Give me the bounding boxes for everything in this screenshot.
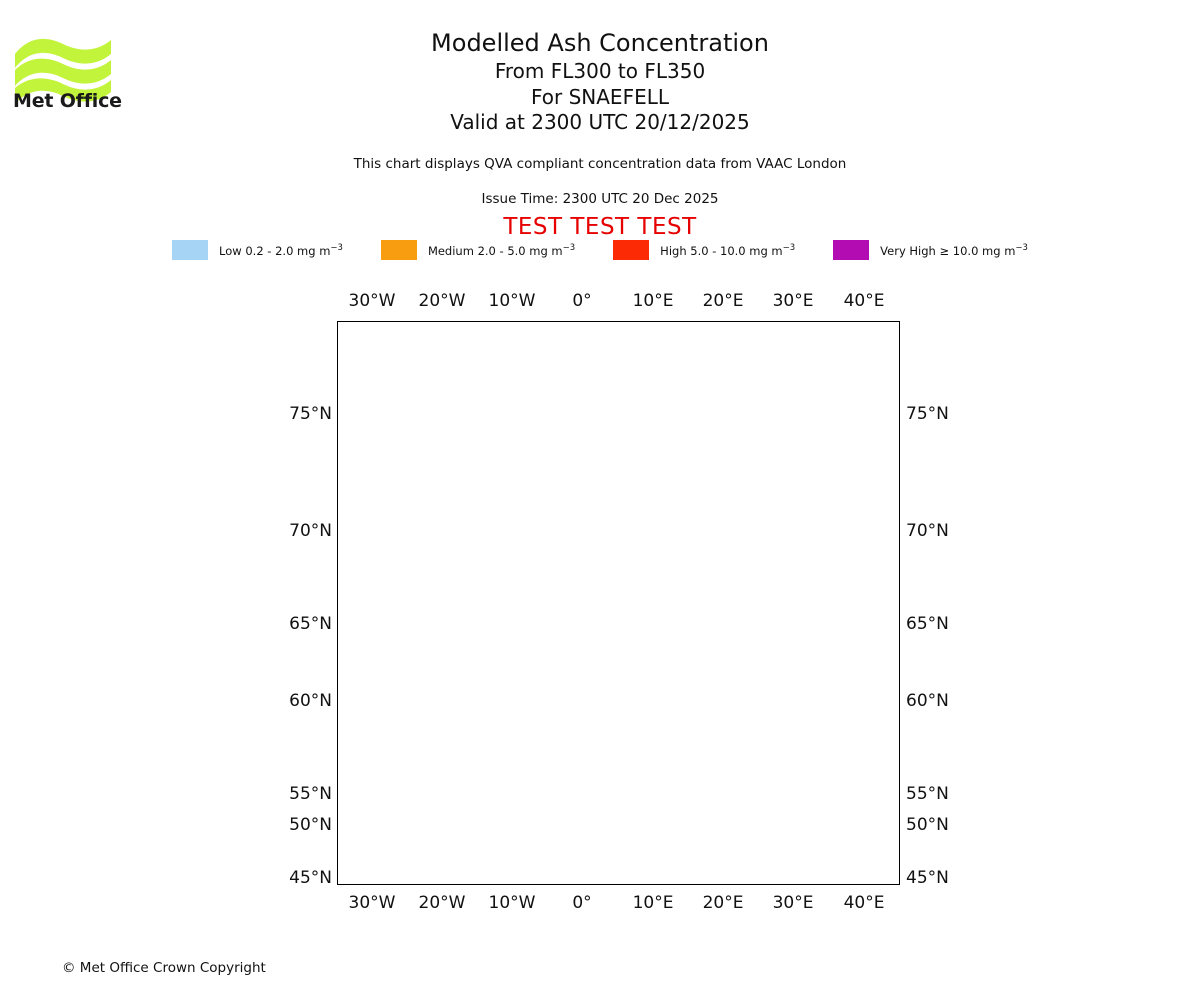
lon-tick-top-0: 30°W xyxy=(348,291,396,311)
lon-tick-top-6: 30°E xyxy=(772,291,814,311)
lon-tick-bottom-1: 20°W xyxy=(418,893,466,913)
longitude-axis-bottom: 30°W 20°W 10°W 0° 10°E 20°E 30°E 40°E xyxy=(337,893,900,917)
copyright-text: © Met Office Crown Copyright xyxy=(62,960,266,976)
lat-tick-right-3: 60°N xyxy=(906,691,949,711)
lat-tick-left-0: 75°N xyxy=(289,404,332,424)
lat-tick-left-5: 50°N xyxy=(289,815,332,835)
legend-high: High 5.0 - 10.0 mg m−3 xyxy=(613,240,795,260)
lon-tick-top-5: 20°E xyxy=(702,291,744,311)
lat-tick-left-6: 45°N xyxy=(289,868,332,888)
issue-time: Issue Time: 2300 UTC 20 Dec 2025 xyxy=(481,191,719,207)
test-banner: TEST TEST TEST xyxy=(503,214,697,240)
legend-swatch-high xyxy=(613,240,650,260)
logo-text: Met Office xyxy=(13,90,122,112)
legend-label-very-high: Very High ≥ 10.0 mg m−3 xyxy=(880,242,1028,258)
lat-tick-right-0: 75°N xyxy=(906,404,949,424)
legend-medium: Medium 2.0 - 5.0 mg m−3 xyxy=(380,240,576,260)
met-office-wave-logo xyxy=(15,38,111,104)
lon-tick-bottom-2: 10°W xyxy=(488,893,536,913)
lon-tick-bottom-0: 30°W xyxy=(348,893,396,913)
legend-swatch-low xyxy=(172,240,209,260)
lat-tick-left-2: 65°N xyxy=(289,614,332,634)
lon-tick-top-3: 0° xyxy=(572,291,592,311)
lon-tick-top-1: 20°W xyxy=(418,291,466,311)
map-frame xyxy=(337,321,900,885)
legend-swatch-medium xyxy=(380,240,417,260)
lat-tick-right-1: 70°N xyxy=(906,521,949,541)
legend-low: Low 0.2 - 2.0 mg m−3 xyxy=(172,240,343,260)
title-block: Modelled Ash Concentration From FL300 to… xyxy=(0,28,1200,136)
legend-label-medium: Medium 2.0 - 5.0 mg m−3 xyxy=(427,242,576,258)
legend-very-high: Very High ≥ 10.0 mg m−3 xyxy=(833,240,1028,260)
lon-tick-top-4: 10°E xyxy=(632,291,674,311)
lon-tick-bottom-4: 10°E xyxy=(632,893,674,913)
page-title: Modelled Ash Concentration xyxy=(431,29,769,57)
lon-tick-bottom-3: 0° xyxy=(572,893,592,913)
legend-label-high: High 5.0 - 10.0 mg m−3 xyxy=(660,242,796,258)
lat-tick-right-6: 45°N xyxy=(906,868,949,888)
qva-note: This chart displays QVA compliant concen… xyxy=(353,156,847,172)
title-flight-levels: From FL300 to FL350 xyxy=(494,59,706,83)
ash-concentration-map[interactable] xyxy=(337,321,900,885)
latitude-axis-left: 75°N 70°N 65°N 60°N 55°N 50°N 45°N xyxy=(250,321,332,888)
concentration-legend: Low 0.2 - 2.0 mg m−3 Medium 2.0 - 5.0 mg… xyxy=(0,240,1200,260)
lat-tick-left-4: 55°N xyxy=(289,784,332,804)
lon-tick-bottom-6: 30°E xyxy=(772,893,814,913)
title-volcano: For SNAEFELL xyxy=(530,84,669,109)
lon-tick-bottom-7: 40°E xyxy=(843,893,885,913)
lon-tick-bottom-5: 20°E xyxy=(702,893,744,913)
lat-tick-right-2: 65°N xyxy=(906,614,949,634)
lat-tick-left-3: 60°N xyxy=(289,691,332,711)
title-valid-time: Valid at 2300 UTC 20/12/2025 xyxy=(450,110,750,134)
lat-tick-right-5: 50°N xyxy=(906,815,949,835)
lon-tick-top-2: 10°W xyxy=(488,291,536,311)
lon-tick-top-7: 40°E xyxy=(843,291,885,311)
legend-label-low: Low 0.2 - 2.0 mg m−3 xyxy=(219,242,343,258)
lat-tick-left-1: 70°N xyxy=(289,521,332,541)
lat-tick-right-4: 55°N xyxy=(906,784,949,804)
longitude-axis-top: 30°W 20°W 10°W 0° 10°E 20°E 30°E 40°E xyxy=(337,291,900,315)
legend-swatch-very-high xyxy=(833,240,870,260)
latitude-axis-right: 75°N 70°N 65°N 60°N 55°N 50°N 45°N xyxy=(906,321,988,888)
